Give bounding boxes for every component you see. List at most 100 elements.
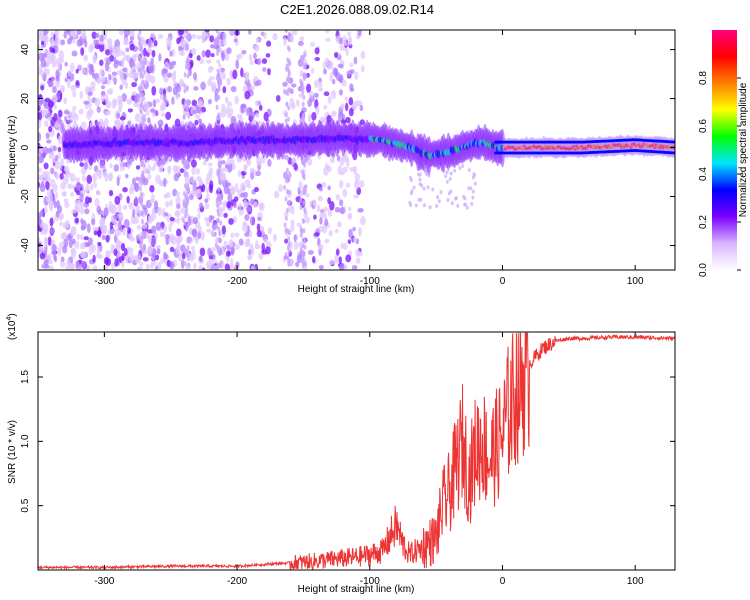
- heatmap-speckle: [143, 101, 150, 112]
- heatmap-speckle: [65, 219, 70, 229]
- heatmap-speckle: [72, 105, 77, 111]
- heatmap-speckle: [96, 247, 101, 257]
- heatmap-speckle: [134, 183, 138, 191]
- heatmap-speckle: [108, 73, 112, 81]
- heatmap-speckle: [358, 180, 365, 188]
- heatmap-speckle: [107, 110, 111, 116]
- heatmap-speckle: [295, 261, 300, 268]
- heatmap-speckle: [246, 183, 252, 189]
- heatmap-speckle: [151, 225, 157, 234]
- heatmap-speckle: [287, 189, 291, 195]
- heatmap-speckle: [77, 64, 83, 70]
- heatmap-speckle: [335, 248, 340, 256]
- heatmap-speckle: [49, 192, 53, 203]
- spectrogram-ylabel: Frequency (Hz): [7, 116, 18, 185]
- heatmap-speckle: [135, 103, 141, 108]
- heatmap-speckle: [116, 112, 121, 119]
- heatmap-speckle: [81, 188, 87, 194]
- heatmap-speckle: [201, 50, 206, 58]
- heatmap-speckle: [126, 54, 130, 60]
- heatmap-speckle: [97, 241, 102, 247]
- heatmap-speckle: [469, 186, 473, 191]
- heatmap-speckle: [132, 73, 139, 80]
- heatmap-speckle: [88, 245, 93, 256]
- heatmap-speckle: [172, 188, 178, 197]
- heatmap-speckle: [185, 63, 189, 69]
- heatmap-speckle: [264, 238, 268, 244]
- heatmap-speckle: [255, 170, 262, 177]
- heatmap-speckle: [243, 164, 247, 173]
- heatmap-speckle: [163, 193, 169, 199]
- heatmap-speckle: [185, 86, 189, 92]
- heatmap-speckle: [329, 72, 333, 82]
- heatmap-speckle: [348, 108, 354, 117]
- heatmap-speckle: [62, 245, 68, 254]
- heatmap-speckle: [427, 173, 431, 178]
- heatmap-speckle: [304, 216, 310, 224]
- heatmap-speckle: [465, 205, 469, 210]
- heatmap-speckle: [122, 204, 128, 210]
- spectrogram-xtick-label: -300: [94, 276, 114, 287]
- heatmap-speckle: [122, 187, 128, 193]
- heatmap-speckle: [182, 103, 186, 109]
- heatmap-speckle: [286, 255, 290, 261]
- heatmap-speckle: [114, 195, 121, 205]
- heatmap-speckle: [302, 186, 306, 192]
- heatmap-speckle: [54, 35, 60, 46]
- heatmap-speckle: [303, 159, 307, 165]
- snr-scale-label: (x104): [6, 313, 18, 340]
- heatmap-speckle: [48, 265, 55, 270]
- heatmap-speckle: [194, 119, 199, 126]
- heatmap-speckle: [69, 172, 76, 183]
- heatmap-speckle: [99, 218, 106, 228]
- snr-axes: -300 -200 -100 0 100 0.5 1.0 1.5: [20, 332, 675, 587]
- heatmap-speckle: [121, 252, 125, 262]
- heatmap-speckle: [258, 104, 263, 111]
- heatmap-speckle: [412, 185, 416, 190]
- heatmap-speckle: [261, 58, 268, 65]
- heatmap-speckle: [221, 247, 226, 253]
- heatmap-speckle: [249, 60, 254, 66]
- heatmap-speckle: [341, 113, 346, 121]
- heatmap-speckle: [67, 78, 71, 89]
- heatmap-speckle: [75, 185, 80, 191]
- heatmap-speckle: [119, 71, 124, 82]
- heatmap-speckle: [229, 158, 235, 164]
- heatmap-speckle: [121, 93, 127, 102]
- heatmap-speckle: [346, 70, 353, 78]
- heatmap-speckle: [176, 37, 181, 45]
- heatmap-speckle: [302, 200, 306, 206]
- heatmap-speckle: [63, 31, 68, 39]
- heatmap-speckle: [71, 209, 77, 214]
- heatmap-speckle: [215, 89, 219, 95]
- heatmap-speckle: [301, 262, 305, 268]
- heatmap-speckle: [113, 219, 118, 228]
- spectrogram-ytick-label: -20: [20, 189, 31, 204]
- heatmap-speckle: [59, 214, 63, 221]
- heatmap-speckle: [103, 207, 109, 217]
- heatmap-speckle: [220, 71, 226, 80]
- colorbar-tick-label: 0.8: [698, 71, 709, 85]
- heatmap-speckle: [228, 239, 234, 248]
- heatmap-speckle: [141, 219, 144, 225]
- heatmap-speckle: [299, 232, 303, 238]
- heatmap-speckle: [296, 99, 300, 108]
- heatmap-speckle: [80, 47, 85, 56]
- heatmap-speckle: [318, 187, 323, 192]
- heatmap-speckle: [183, 183, 187, 189]
- heatmap-speckle: [299, 197, 303, 203]
- heatmap-speckle: [175, 245, 180, 255]
- heatmap-speckle: [240, 192, 245, 198]
- heatmap-speckle: [69, 192, 75, 197]
- heatmap-speckle: [216, 202, 220, 208]
- heatmap-speckle: [307, 157, 313, 166]
- heatmap-speckle: [187, 113, 191, 119]
- heatmap-speckle: [186, 102, 190, 108]
- heatmap-speckle: [343, 155, 349, 163]
- heatmap-speckle: [79, 234, 84, 241]
- heatmap-speckle: [140, 48, 144, 54]
- heatmap-speckle: [202, 160, 207, 166]
- heatmap-speckle: [171, 96, 175, 105]
- heatmap-speckle: [221, 225, 227, 235]
